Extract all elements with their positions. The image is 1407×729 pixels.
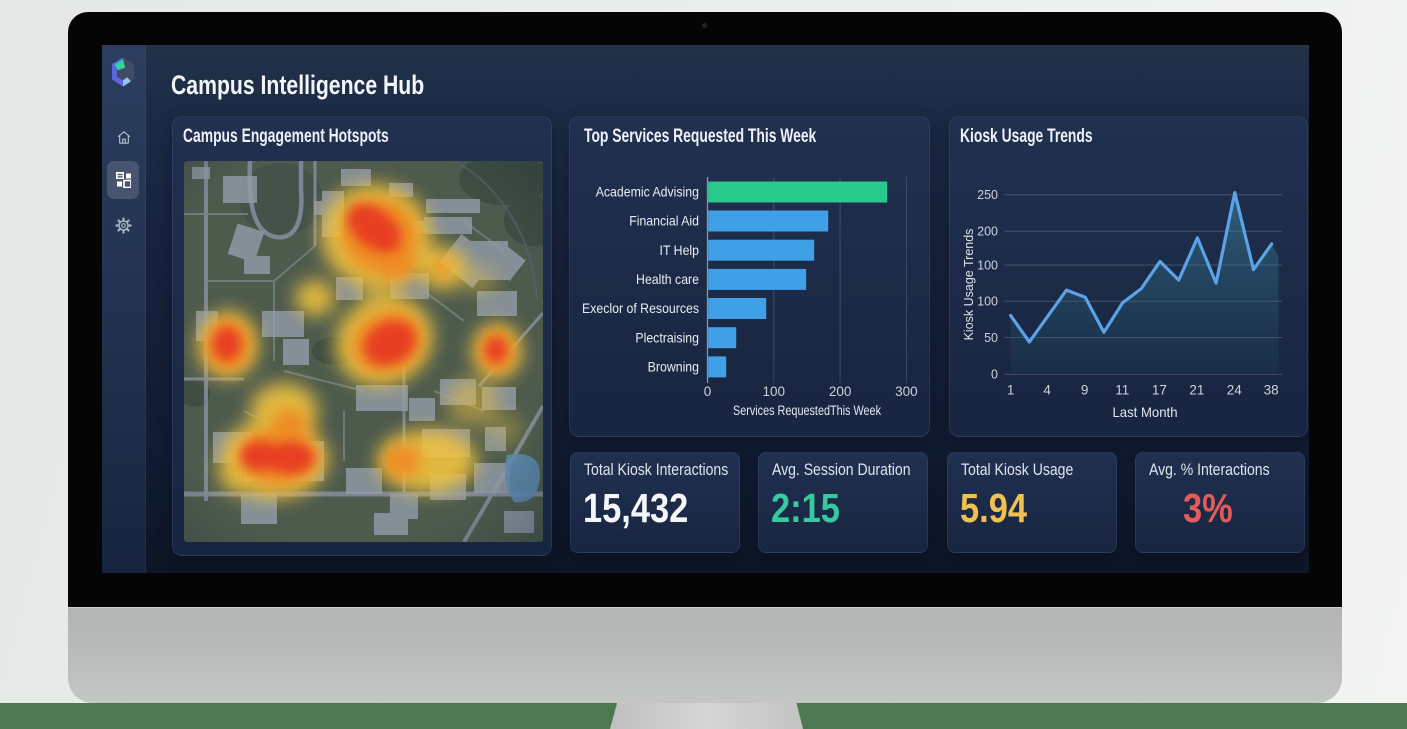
- svg-text:38: 38: [1264, 383, 1279, 398]
- svg-text:50: 50: [984, 331, 998, 345]
- svg-text:11: 11: [1115, 383, 1129, 398]
- svg-text:1: 1: [1007, 383, 1015, 398]
- svg-text:4: 4: [1043, 383, 1051, 398]
- svg-text:24: 24: [1227, 383, 1243, 398]
- svg-text:300: 300: [895, 384, 918, 399]
- svg-text:100: 100: [977, 258, 998, 272]
- svg-text:0: 0: [704, 384, 712, 399]
- svg-text:9: 9: [1081, 383, 1089, 398]
- svg-text:250: 250: [977, 188, 998, 202]
- svg-text:200: 200: [977, 225, 998, 239]
- svg-text:Kiosk Usage Trends: Kiosk Usage Trends: [962, 229, 976, 341]
- svg-text:100: 100: [763, 384, 786, 399]
- svg-text:Last Month: Last Month: [1112, 405, 1177, 420]
- svg-text:Financial Aid: Financial Aid: [629, 213, 699, 229]
- svg-text:IT Help: IT Help: [660, 242, 699, 258]
- svg-text:Services RequestedThis Week: Services RequestedThis Week: [733, 403, 882, 419]
- svg-text:21: 21: [1189, 383, 1204, 398]
- svg-text:Health care: Health care: [636, 271, 699, 287]
- svg-text:Academic Advising: Academic Advising: [596, 184, 699, 200]
- svg-text:200: 200: [829, 384, 852, 399]
- svg-text:Browning: Browning: [648, 359, 699, 375]
- svg-text:17: 17: [1152, 383, 1167, 398]
- svg-text:Plectraising: Plectraising: [635, 330, 699, 346]
- svg-text:0: 0: [991, 368, 998, 382]
- svg-text:Execlor of Resources: Execlor of Resources: [582, 300, 699, 316]
- svg-text:100: 100: [977, 295, 998, 309]
